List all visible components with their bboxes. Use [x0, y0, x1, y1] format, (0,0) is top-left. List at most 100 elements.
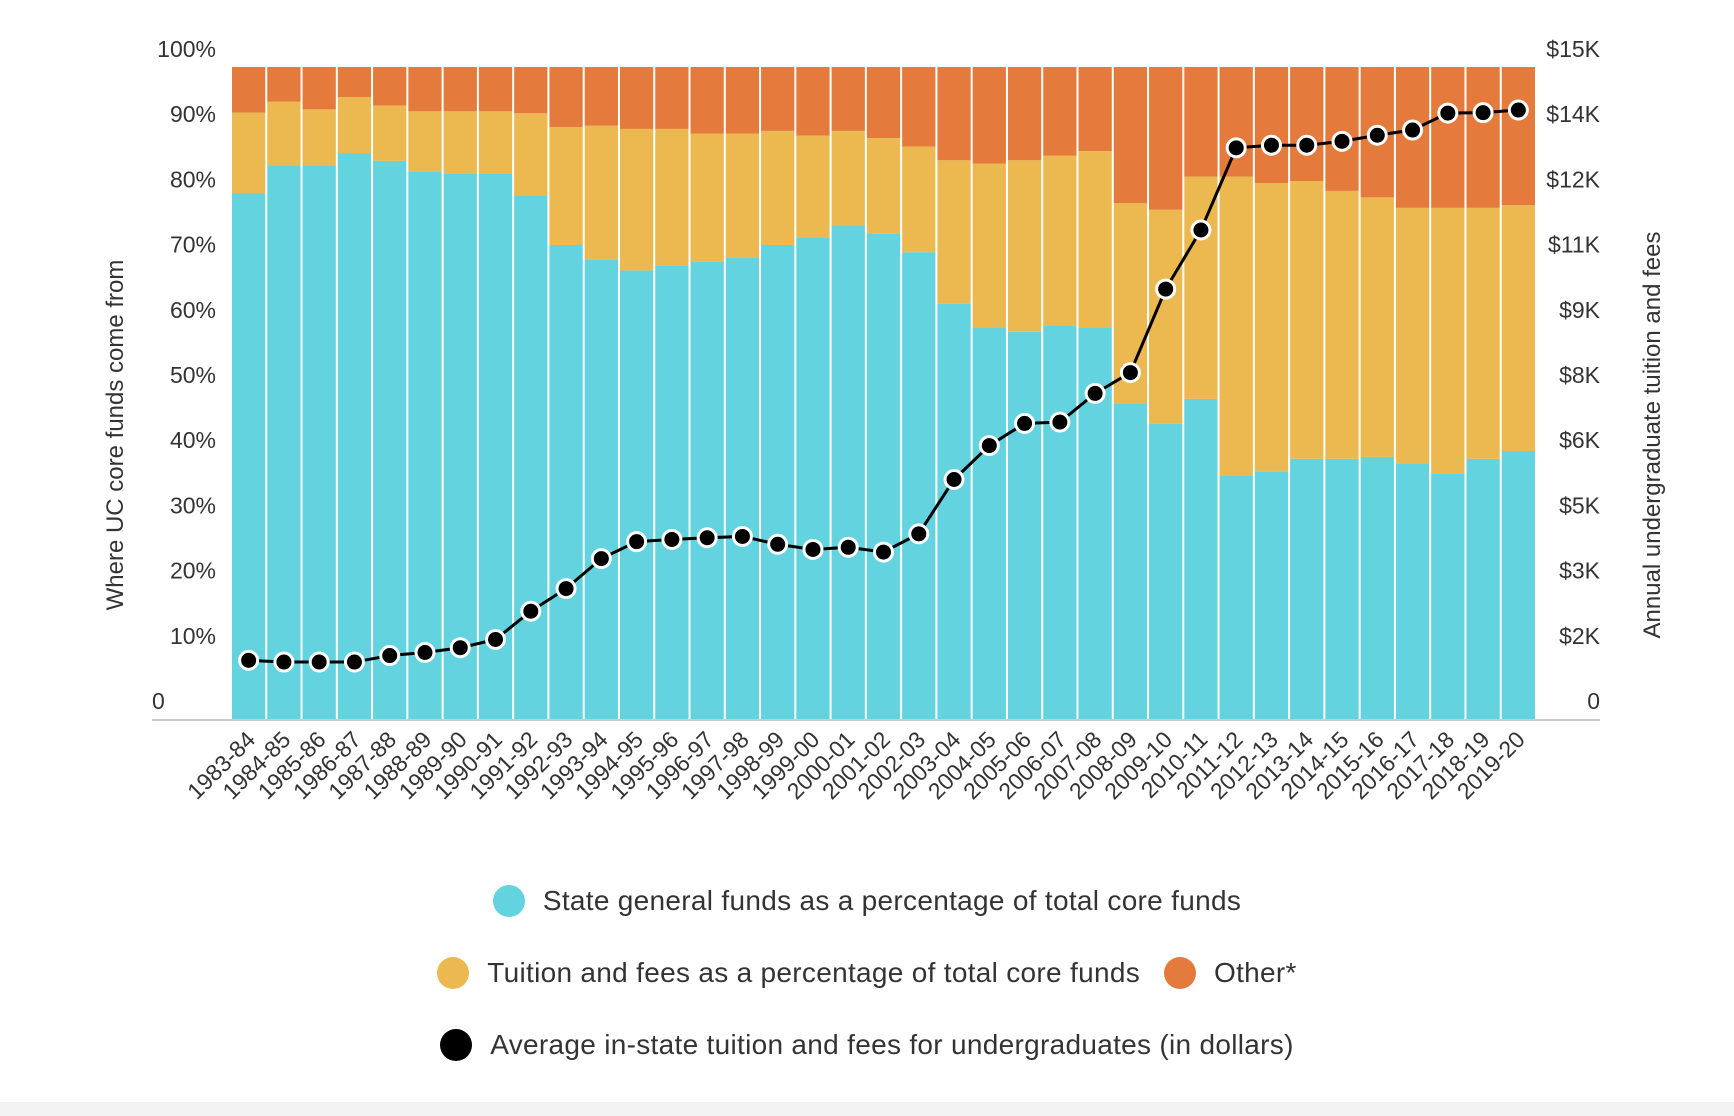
bar-state-2014-15 [1325, 458, 1359, 719]
bars [232, 67, 1535, 720]
tuition-point-1997-98 [731, 525, 753, 547]
bar-state-1995-96 [655, 265, 689, 719]
legend-swatch-avg [440, 1029, 473, 1061]
bar-state-1991-92 [514, 195, 548, 720]
legend-other[interactable]: Other* [1164, 957, 1297, 989]
bar-tuition-2011-12 [1219, 176, 1253, 476]
tuition-point-2007-08 [1084, 382, 1106, 404]
bar-other-1993-94 [584, 67, 618, 126]
tuition-point-2010-11 [1190, 219, 1212, 241]
bar-tuition-1999-00 [796, 135, 830, 238]
bar-tuition-1996-97 [690, 133, 724, 262]
bar-state-2012-13 [1254, 471, 1289, 719]
tuition-point-2017-18 [1437, 102, 1459, 124]
bar-tuition-1988-89 [408, 111, 442, 172]
bar-state-2008-09 [1113, 403, 1148, 719]
legend-tuition[interactable]: Tuition and fees as a percentage of tota… [437, 957, 1140, 989]
legend-state[interactable]: State general funds as a percentage of t… [492, 885, 1241, 917]
tuition-point-1983-84 [238, 649, 260, 671]
y-tick-right: 0 [1587, 688, 1600, 714]
bar-state-2010-11 [1184, 398, 1218, 719]
y-tick-right: $8K [1559, 362, 1601, 388]
tuition-point-1995-96 [661, 528, 683, 550]
bar-other-2019-20 [1501, 67, 1535, 206]
tuition-point-1996-97 [696, 527, 718, 549]
bar-tuition-1984-85 [267, 101, 301, 166]
bar-state-1985-86 [302, 165, 336, 719]
legend-swatch-other [1164, 957, 1196, 989]
bar-state-1994-95 [619, 270, 654, 719]
right-axis-ticks: 0 $2K $3K $5K $6K $8K $9K $11K $12K $14K $15K [1546, 36, 1600, 714]
legend-avg[interactable]: Average in-state tuition and fees for un… [440, 1029, 1293, 1061]
tuition-point-2004-05 [978, 435, 1000, 457]
bar-other-2018-19 [1466, 67, 1500, 208]
bar-other-2007-08 [1078, 67, 1112, 152]
bar-state-1998-99 [761, 244, 795, 719]
bar-tuition-1983-84 [232, 112, 266, 194]
bar-tuition-2005-06 [1007, 160, 1042, 332]
tuition-point-2016-17 [1402, 119, 1424, 141]
legend-swatch-tuition [437, 957, 470, 989]
legend-row-3: Average in-state tuition and fees for un… [0, 1029, 1734, 1061]
tuition-point-2012-13 [1260, 134, 1282, 156]
bar-tuition-2010-11 [1184, 176, 1218, 399]
y-tick-left: 80% [170, 166, 216, 192]
y-tick-right: $2K [1559, 623, 1601, 649]
bar-other-1991-92 [514, 67, 548, 114]
bar-tuition-2000-01 [831, 130, 865, 226]
right-axis-title: Annual undergraduate tuition and fees [1639, 232, 1666, 639]
tuition-point-1985-86 [308, 651, 330, 673]
bar-state-1990-91 [478, 173, 513, 719]
bar-other-1985-86 [302, 67, 336, 110]
bar-tuition-2002-03 [902, 146, 936, 253]
y-tick-left: 70% [170, 232, 216, 258]
y-tick-left: 10% [170, 623, 216, 649]
bar-other-2009-10 [1149, 67, 1183, 210]
bar-state-1986-87 [337, 153, 372, 720]
bar-state-2009-10 [1149, 423, 1183, 719]
legend-row-2: Tuition and fees as a percentage of tota… [0, 957, 1734, 989]
tuition-point-1984-85 [273, 651, 295, 673]
bar-other-2002-03 [902, 67, 936, 147]
bar-tuition-1995-96 [655, 128, 689, 266]
legend-label-avg: Average in-state tuition and fees for un… [490, 1029, 1294, 1060]
bar-tuition-1998-99 [761, 130, 795, 245]
bar-other-2000-01 [831, 67, 865, 131]
bar-state-2006-07 [1043, 325, 1077, 719]
tuition-point-2019-20 [1507, 99, 1529, 121]
tuition-point-1989-90 [449, 637, 471, 659]
bar-state-1992-93 [549, 244, 583, 719]
tuition-point-2005-06 [1014, 412, 1036, 434]
bar-tuition-2017-18 [1431, 207, 1465, 474]
bar-tuition-2018-19 [1466, 207, 1500, 459]
bar-tuition-2019-20 [1501, 205, 1535, 452]
bar-other-2011-12 [1219, 67, 1253, 177]
bar-tuition-1986-87 [337, 96, 372, 154]
bar-other-2010-11 [1184, 67, 1218, 177]
tuition-point-1994-95 [626, 531, 648, 553]
bar-tuition-1989-90 [443, 111, 477, 174]
bar-state-1993-94 [584, 259, 618, 719]
y-tick-right: $5K [1559, 492, 1601, 518]
bar-state-1989-90 [443, 173, 477, 719]
bar-other-1996-97 [690, 67, 724, 134]
tuition-point-2008-09 [1119, 362, 1141, 384]
bar-other-1994-95 [619, 67, 654, 129]
tuition-point-2011-12 [1225, 137, 1247, 159]
bar-tuition-2014-15 [1325, 190, 1359, 459]
bar-state-1983-84 [232, 193, 266, 719]
bar-other-1984-85 [267, 67, 301, 102]
bar-other-1999-00 [796, 67, 830, 136]
bar-other-2006-07 [1043, 67, 1077, 156]
bar-other-1986-87 [337, 67, 372, 97]
bar-other-1989-90 [443, 67, 477, 112]
bar-tuition-2001-02 [866, 138, 901, 234]
bar-state-1987-88 [373, 160, 407, 719]
y-tick-left: 100% [157, 36, 216, 62]
bar-tuition-2006-07 [1043, 155, 1077, 326]
bar-state-2000-01 [831, 225, 865, 719]
bar-tuition-1997-98 [725, 133, 760, 258]
y-tick-right: $12K [1546, 166, 1600, 192]
tuition-point-2000-01 [837, 536, 859, 558]
bar-state-2002-03 [902, 252, 936, 719]
